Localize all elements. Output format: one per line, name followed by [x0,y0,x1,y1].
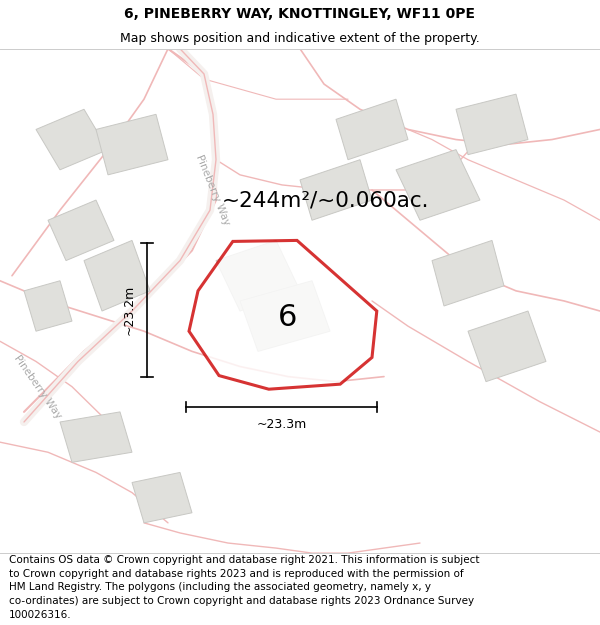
Text: 6: 6 [278,302,298,332]
Text: Contains OS data © Crown copyright and database right 2021. This information is : Contains OS data © Crown copyright and d… [9,555,479,619]
Text: 6, PINEBERRY WAY, KNOTTINGLEY, WF11 0PE: 6, PINEBERRY WAY, KNOTTINGLEY, WF11 0PE [125,7,476,21]
Text: Pineberry Way: Pineberry Way [11,353,63,421]
Polygon shape [432,241,504,306]
Text: ~23.3m: ~23.3m [256,418,307,431]
Polygon shape [468,311,546,382]
Text: ~244m²/~0.060ac.: ~244m²/~0.060ac. [222,190,430,210]
Polygon shape [48,200,114,261]
Text: Pineberry Way: Pineberry Way [194,153,232,227]
Polygon shape [96,114,168,175]
Polygon shape [132,472,192,523]
Polygon shape [189,241,377,389]
Polygon shape [300,160,372,220]
Polygon shape [24,281,72,331]
Text: Map shows position and indicative extent of the property.: Map shows position and indicative extent… [120,31,480,44]
Text: ~23.2m: ~23.2m [122,284,136,335]
Polygon shape [456,94,528,154]
Polygon shape [36,109,108,170]
Polygon shape [216,241,300,311]
Polygon shape [84,241,150,311]
Polygon shape [336,99,408,160]
Polygon shape [396,149,480,220]
Polygon shape [60,412,132,462]
Polygon shape [240,281,330,351]
